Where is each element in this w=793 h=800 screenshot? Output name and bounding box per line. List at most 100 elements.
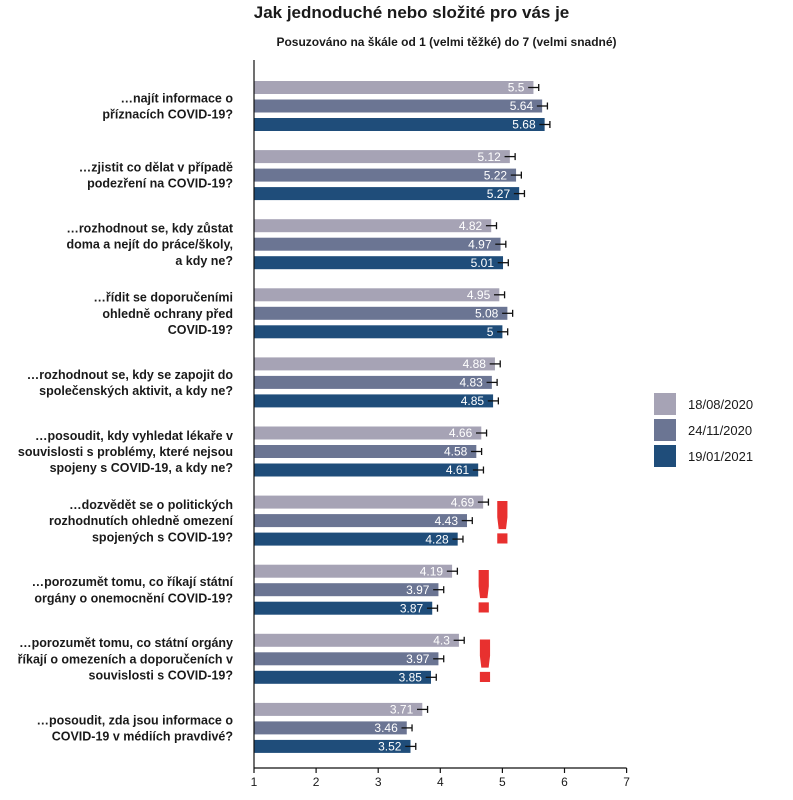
bar-8-3	[254, 601, 433, 615]
x-tick-label-1: 1	[251, 775, 258, 789]
category-label-10: …posoudit, zda jsou informace o COVID-19 …	[36, 713, 233, 743]
bar-label-6-2: 4.58	[444, 445, 468, 459]
category-label-2: …zjistit co dělat v případě podezření na …	[79, 161, 233, 191]
bar-label-6-1: 4.66	[449, 426, 473, 440]
bar-4-3	[254, 325, 503, 339]
bar-1-3	[254, 118, 545, 131]
x-tick-label-5: 5	[499, 775, 506, 789]
x-tick-label-4: 4	[437, 775, 444, 789]
bar-label-3-2: 4.97	[468, 237, 492, 251]
bar-label-2-1: 5.12	[477, 150, 501, 164]
bar-label-10-1: 3.71	[390, 703, 414, 717]
bar-label-6-3: 4.61	[446, 463, 470, 477]
category-label-line: …rozhodnout se, kdy zůstat	[66, 222, 234, 236]
category-label-line: spojených s COVID-19?	[92, 530, 233, 544]
category-label-line: …porozumět tomu, co říkají státní	[32, 575, 234, 589]
alert-mark-2: !	[471, 559, 497, 627]
category-label-line: doma a nejít do práce/školy,	[67, 238, 234, 252]
bar-label-1-1: 5.5	[508, 81, 525, 95]
legend-label-2: 24/11/2020	[688, 422, 753, 438]
category-label-line: …najít informace o	[120, 91, 233, 105]
bar-2-3	[254, 187, 520, 201]
category-label-7: …dozvědět se o politických rozhodnutích o…	[49, 498, 234, 544]
legend-item-3: 19/01/2021	[654, 445, 753, 467]
bar-6-3	[254, 463, 479, 477]
x-tick-label-2: 2	[313, 775, 320, 789]
bar-label-7-1: 4.69	[451, 495, 475, 509]
bar-label-4-3: 5	[487, 325, 494, 339]
bar-10-3	[254, 739, 411, 753]
bar-label-9-1: 4.3	[433, 634, 450, 648]
chart-subtitle: Posuzováno na škále od 1 (velmi těžké) d…	[276, 35, 617, 49]
category-label-line: souvislosti s problémy, které nejsou	[18, 445, 233, 459]
x-tick-label-6: 6	[561, 775, 568, 789]
category-label-line: COVID-19?	[168, 323, 233, 337]
bar-3-1	[254, 219, 492, 233]
legend-item-2: 24/11/2020	[654, 419, 752, 441]
bar-label-5-1: 4.88	[463, 357, 487, 371]
category-label-line: …řídit se doporučeními	[93, 291, 233, 305]
bar-label-3-1: 4.82	[459, 219, 483, 233]
category-label-line: orgány o onemocnění COVID-19?	[34, 591, 233, 605]
category-label-3: …rozhodnout se, kdy zůstat doma a nejít d…	[66, 222, 234, 268]
category-label-line: …porozumět tomu, co státní orgány	[19, 636, 233, 650]
bar-3-3	[254, 256, 504, 270]
legend-swatch-1	[654, 393, 676, 415]
bar-9-2	[254, 652, 439, 666]
legend-label-1: 18/08/2020	[688, 396, 754, 412]
bar-5-2	[254, 375, 492, 389]
x-tick-label-3: 3	[375, 775, 382, 789]
alert-mark-1: !	[489, 490, 515, 558]
bar-label-4-2: 5.08	[475, 307, 499, 321]
category-label-5: …rozhodnout se, kdy se zapojit do společe…	[27, 368, 234, 398]
bar-4-2	[254, 306, 508, 320]
category-label-line: …zjistit co dělat v případě	[79, 161, 233, 175]
bar-5-3	[254, 394, 494, 408]
bar-2-2	[254, 168, 517, 182]
bar-label-7-2: 4.43	[435, 514, 459, 528]
chart-title: Jak jednoduché nebo složité pro vás je	[253, 3, 570, 22]
legend-swatch-2	[654, 419, 676, 441]
bar-2-1	[254, 150, 510, 164]
bar-label-1-2: 5.64	[510, 99, 534, 113]
bar-9-3	[254, 670, 431, 684]
category-label-line: …rozhodnout se, kdy se zapojit do	[27, 368, 234, 382]
bar-label-3-3: 5.01	[471, 256, 495, 270]
category-label-4: …řídit se doporučeními ohledně ochrany př…	[93, 291, 233, 337]
bar-label-4-1: 4.95	[467, 288, 491, 302]
bar-label-8-1: 4.19	[420, 564, 444, 578]
bar-label-2-3: 5.27	[487, 187, 511, 201]
bar-9-1	[254, 633, 459, 647]
category-label-8: …porozumět tomu, co říkají státní orgány …	[32, 575, 234, 605]
bar-4-1	[254, 288, 500, 302]
category-label-line: …dozvědět se o politických	[69, 498, 233, 512]
legend-label-3: 19/01/2021	[688, 448, 754, 464]
bar-10-1	[254, 702, 423, 716]
bar-label-10-2: 3.46	[374, 721, 398, 735]
bar-label-9-3: 3.85	[399, 671, 423, 685]
bar-8-2	[254, 583, 439, 597]
category-label-1: …najít informace o příznacích COVID-19?	[102, 91, 233, 121]
bar-label-1-3: 5.68	[512, 118, 536, 132]
bar-3-2	[254, 237, 501, 251]
bar-label-8-2: 3.97	[406, 583, 430, 597]
bar-label-10-3: 3.52	[378, 740, 402, 754]
category-label-9: …porozumět tomu, co státní orgány říkají …	[18, 636, 233, 682]
category-label-line: COVID-19 v médiích pravdivé?	[52, 730, 233, 744]
category-label-line: spojeny s COVID-19, a kdy ne?	[50, 461, 233, 475]
bar-label-5-2: 4.83	[459, 376, 483, 390]
alert-mark-3: !	[472, 628, 498, 696]
bar-label-8-3: 3.87	[400, 601, 424, 615]
category-label-line: …posoudit, zda jsou informace o	[36, 713, 233, 727]
bar-1-1	[254, 81, 534, 94]
category-label-line: rozhodnutích ohledně omezení	[49, 514, 234, 528]
legend-item-1: 18/08/2020	[654, 393, 753, 415]
bar-10-2	[254, 721, 407, 735]
category-label-line: společenských aktivit, a kdy ne?	[39, 384, 233, 398]
bar-label-2-2: 5.22	[484, 168, 508, 182]
bar-6-2	[254, 445, 477, 458]
bar-label-9-2: 3.97	[406, 652, 430, 666]
category-label-line: ohledně ochrany před	[102, 307, 233, 321]
bar-label-5-3: 4.85	[461, 394, 485, 408]
